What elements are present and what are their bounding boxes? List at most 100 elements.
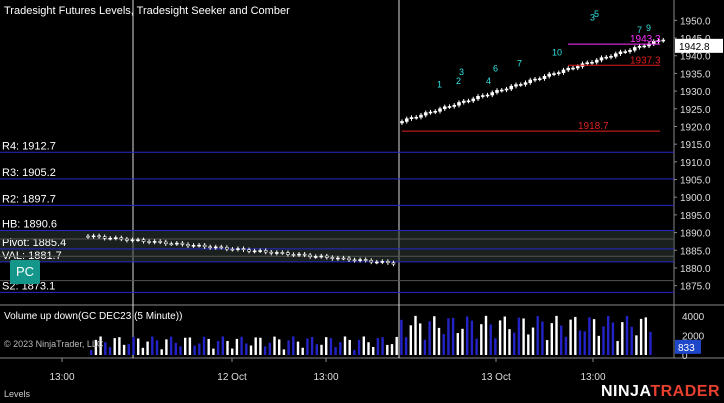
levels-tab[interactable]: Levels xyxy=(4,389,31,399)
price-bar xyxy=(369,260,374,263)
price-bar xyxy=(108,237,113,240)
volume-bar xyxy=(113,338,116,355)
volume-bar xyxy=(484,315,488,355)
volume-bar xyxy=(339,342,342,355)
volume-bar xyxy=(639,318,643,355)
price-bar xyxy=(230,248,235,251)
time-tick-label: 12 Oct xyxy=(217,372,247,383)
price-bar xyxy=(442,106,447,110)
price-bar xyxy=(269,251,274,254)
volume-bar xyxy=(560,325,563,355)
time-tick-label: 13 Oct xyxy=(481,372,511,383)
price-bar xyxy=(452,104,457,107)
price-bar xyxy=(286,252,290,255)
volume-bar xyxy=(381,337,384,355)
volume-bar xyxy=(456,333,459,355)
price-bar xyxy=(391,262,396,265)
price-bar xyxy=(352,259,357,262)
price-bar xyxy=(363,259,368,261)
price-bar xyxy=(499,89,504,92)
volume-bar xyxy=(235,338,239,355)
seeker-count: 7 xyxy=(637,25,642,35)
volume-bar xyxy=(282,349,286,355)
price-bar xyxy=(141,239,146,242)
volume-bar xyxy=(348,339,351,355)
price-bar xyxy=(263,250,268,253)
volume-bar xyxy=(564,336,568,355)
volume-bar xyxy=(184,337,187,355)
volume-bar xyxy=(273,336,276,355)
price-bar xyxy=(175,242,179,245)
price-tick-label: 1950.0 xyxy=(680,16,711,27)
price-bar xyxy=(386,261,390,264)
volume-bar xyxy=(517,317,521,355)
price-bar xyxy=(642,45,647,48)
volume-bar xyxy=(395,336,398,355)
price-bar xyxy=(604,56,609,59)
volume-bar xyxy=(494,338,497,355)
price-tick-label: 1930.0 xyxy=(680,87,711,98)
range-mark-label: 1937.3 xyxy=(630,55,661,66)
price-bar xyxy=(380,261,385,263)
price-bar xyxy=(561,69,566,73)
price-bar xyxy=(347,257,351,261)
price-bar xyxy=(400,121,404,124)
volume-bar xyxy=(550,323,553,355)
volume-bar xyxy=(555,315,558,355)
price-bar xyxy=(414,116,419,119)
volume-bar xyxy=(231,348,234,355)
volume-bar xyxy=(353,350,356,355)
volume-bar xyxy=(325,337,328,355)
price-bar xyxy=(542,76,547,79)
volume-bar xyxy=(607,315,610,355)
volume-bar xyxy=(188,337,192,355)
pc-button[interactable]: PC xyxy=(10,260,40,284)
ninjatrader-logo: NINJATRADER xyxy=(601,383,720,401)
volume-bar xyxy=(122,344,126,355)
volume-bar xyxy=(155,340,159,355)
volume-bar xyxy=(179,346,182,355)
price-bar xyxy=(152,241,157,243)
volume-bar xyxy=(118,337,121,355)
volume-bar xyxy=(419,323,422,355)
volume-title: Volume up down(GC DEC23 (5 Minute)) xyxy=(4,311,182,322)
level-label: R2: 1897.7 xyxy=(2,193,56,205)
price-bar xyxy=(632,47,637,51)
last-price-value: 1942.8 xyxy=(679,42,710,53)
volume-bar xyxy=(108,347,112,355)
price-bar xyxy=(537,78,542,80)
price-tick-label: 1935.0 xyxy=(680,69,711,80)
price-bar xyxy=(428,111,433,114)
volume-bar xyxy=(226,340,229,355)
volume-bar xyxy=(527,334,530,355)
price-tick-label: 1885.0 xyxy=(680,246,711,257)
price-bar xyxy=(518,84,523,86)
volume-bar xyxy=(268,342,271,355)
volume-bar xyxy=(442,334,445,355)
volume-bar xyxy=(545,340,549,355)
price-bar xyxy=(556,72,561,74)
volume-bar xyxy=(160,349,163,355)
volume-bar xyxy=(127,344,130,355)
volume-bar xyxy=(357,339,361,355)
range-mark-label: 1918.7 xyxy=(578,121,609,132)
volume-bar xyxy=(292,336,295,355)
volume-bar xyxy=(597,335,600,355)
volume-bar xyxy=(141,347,145,355)
seeker-count: 7 xyxy=(517,58,522,68)
volume-bar xyxy=(433,316,436,355)
price-tick-label: 1875.0 xyxy=(680,282,711,293)
seeker-count: 1 xyxy=(437,80,442,90)
volume-bar xyxy=(541,321,544,355)
volume-bar xyxy=(404,337,408,355)
last-volume-tag xyxy=(675,339,701,354)
level-label: HB: 1890.6 xyxy=(2,218,57,230)
price-bar xyxy=(163,241,168,245)
volume-bar xyxy=(212,348,215,355)
price-bar xyxy=(419,114,423,118)
price-bar xyxy=(97,235,101,238)
price-bar xyxy=(241,248,246,251)
volume-bar xyxy=(198,343,201,355)
volume-bar xyxy=(630,326,633,355)
